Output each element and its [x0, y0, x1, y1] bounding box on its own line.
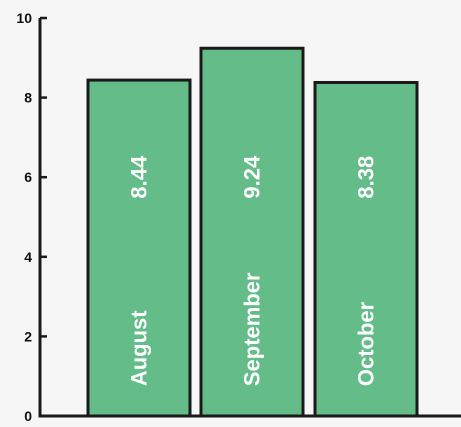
value-label-august: 8.44 — [127, 155, 152, 199]
y-tick-label-4: 4 — [24, 249, 32, 265]
category-label-october: October — [354, 301, 379, 386]
category-label-september: September — [240, 272, 265, 386]
y-tick-label-6: 6 — [24, 169, 32, 185]
y-tick-label-0: 0 — [24, 408, 32, 424]
bar-september — [199, 46, 305, 418]
value-label-october: 8.38 — [354, 156, 379, 199]
y-tick-label-2: 2 — [24, 328, 32, 344]
bar-august — [86, 78, 192, 418]
category-label-august: August — [127, 310, 152, 386]
value-label-september: 9.24 — [240, 155, 265, 199]
y-tick-label-8: 8 — [24, 90, 32, 106]
bar-october — [313, 80, 419, 418]
y-tick-label-10: 10 — [16, 10, 32, 26]
